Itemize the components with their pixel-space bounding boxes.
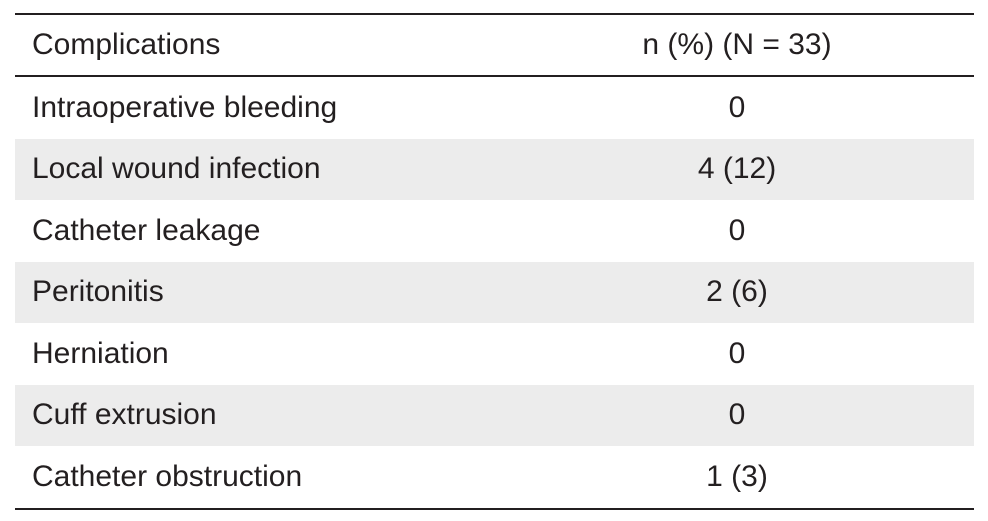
header-rule	[15, 75, 974, 77]
row-label: Local wound infection	[32, 152, 321, 186]
table-row: Catheter obstruction 1 (3)	[15, 446, 974, 508]
row-value: 0	[728, 336, 746, 370]
row-label: Catheter obstruction	[32, 459, 303, 493]
row-value: 4 (12)	[697, 152, 777, 186]
table-row: Local wound infection 4 (12)	[15, 138, 974, 200]
row-label: Peritonitis	[32, 275, 164, 309]
header-complications: Complications	[32, 28, 221, 61]
row-label: Catheter leakage	[32, 213, 261, 247]
table-header-row: Complications n (%) (N = 33)	[15, 15, 974, 75]
row-value: 2 (6)	[706, 275, 768, 309]
bottom-rule	[15, 507, 974, 510]
row-value: 0	[728, 213, 746, 247]
table-row: Cuff extrusion 0	[15, 384, 974, 446]
row-label: Cuff extrusion	[32, 398, 217, 432]
row-label: Intraoperative bleeding	[32, 90, 338, 124]
table-row: Herniation 0	[15, 323, 974, 385]
row-value: 1 (3)	[706, 459, 768, 493]
header-count: n (%) (N = 33)	[642, 28, 832, 61]
table-row: Catheter leakage 0	[15, 200, 974, 262]
complications-table: Complications n (%) (N = 33) Intraoperat…	[15, 13, 974, 510]
row-value: 0	[728, 90, 746, 124]
table-row: Peritonitis 2 (6)	[15, 261, 974, 323]
row-value: 0	[728, 398, 746, 432]
table-row: Intraoperative bleeding 0	[15, 77, 974, 139]
row-label: Herniation	[32, 336, 169, 370]
top-rule	[15, 13, 974, 15]
